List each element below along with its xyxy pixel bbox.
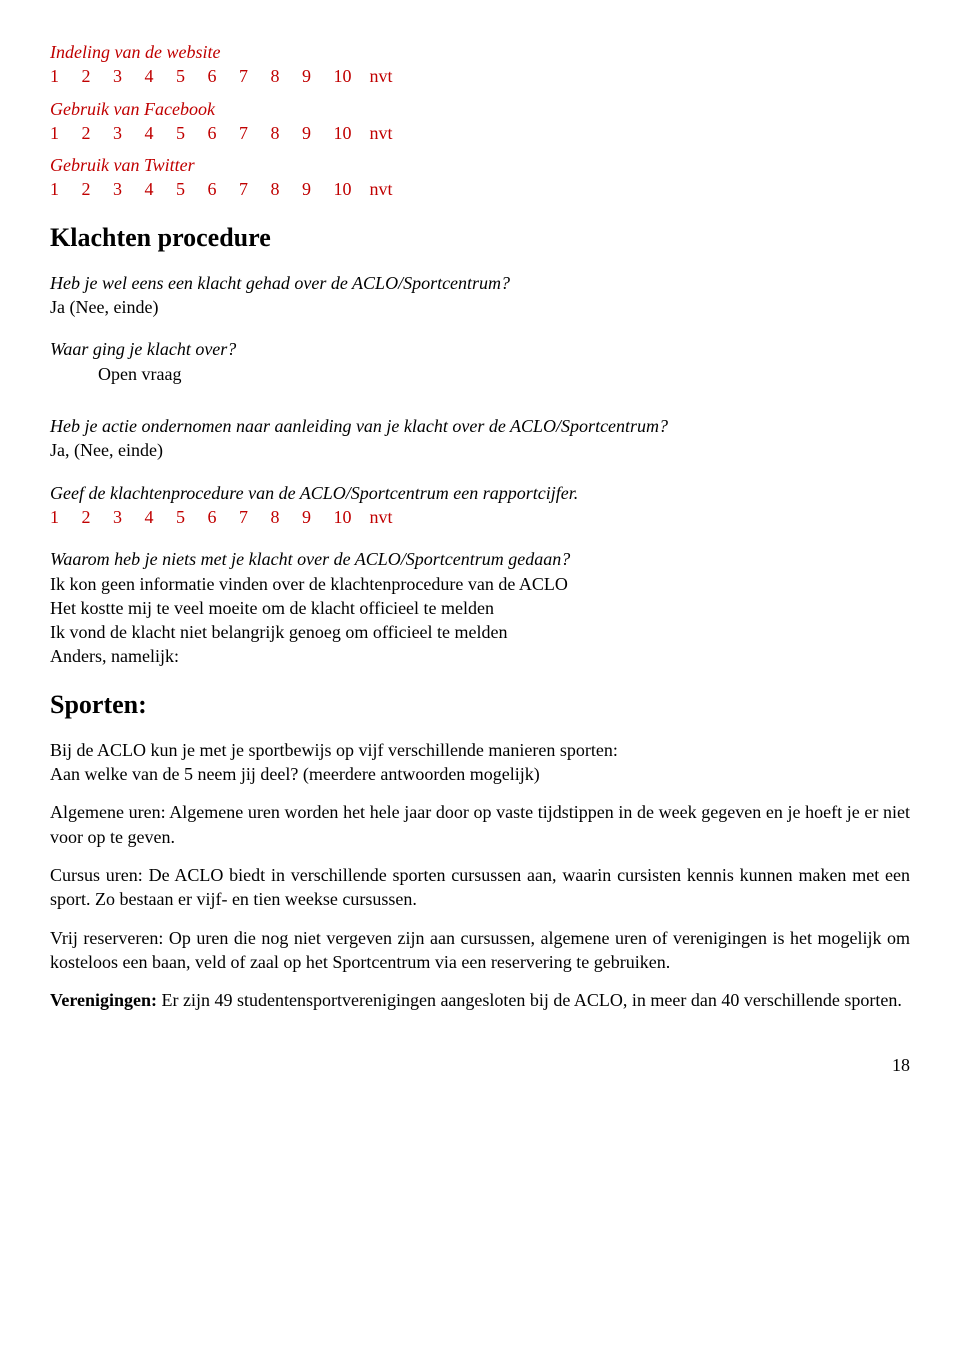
definition-paragraph: Cursus uren: De ACLO biedt in verschille…	[50, 863, 910, 912]
definition-paragraph: Vrij reserveren: Op uren die nog niet ve…	[50, 926, 910, 975]
question-title: Gebruik van Facebook	[50, 97, 910, 121]
intro-text: Aan welke van de 5 neem jij deel? (meerd…	[50, 762, 910, 786]
question-title: Geef de klachtenprocedure van de ACLO/Sp…	[50, 481, 910, 505]
definition-text: Er zijn 49 studentensportverenigingen aa…	[157, 990, 902, 1010]
page-number: 18	[50, 1053, 910, 1077]
rating-scale: 1 2 3 4 5 6 7 8 9 10 nvt	[50, 177, 910, 201]
answer-option: Anders, namelijk:	[50, 644, 910, 668]
answer-option: Het kostte mij te veel moeite om de klac…	[50, 596, 910, 620]
answer-option: Ik vond de klacht niet belangrijk genoeg…	[50, 620, 910, 644]
answer-option: Ik kon geen informatie vinden over de kl…	[50, 572, 910, 596]
intro-text: Bij de ACLO kun je met je sportbewijs op…	[50, 738, 910, 762]
definition-paragraph: Algemene uren: Algemene uren worden het …	[50, 800, 910, 849]
section-heading: Sporten:	[50, 687, 910, 722]
section-heading: Klachten procedure	[50, 220, 910, 255]
question-title: Heb je wel eens een klacht gehad over de…	[50, 271, 910, 295]
question-title: Heb je actie ondernomen naar aanleiding …	[50, 414, 910, 438]
question-title: Gebruik van Twitter	[50, 153, 910, 177]
question-title: Waar ging je klacht over?	[50, 337, 910, 361]
rating-scale: 1 2 3 4 5 6 7 8 9 10 nvt	[50, 505, 910, 529]
definition-paragraph: Verenigingen: Er zijn 49 studentensportv…	[50, 988, 910, 1012]
question-title: Indeling van de website	[50, 40, 910, 64]
rating-scale: 1 2 3 4 5 6 7 8 9 10 nvt	[50, 121, 910, 145]
answer-option: Ja, (Nee, einde)	[50, 438, 910, 462]
rating-scale: 1 2 3 4 5 6 7 8 9 10 nvt	[50, 64, 910, 88]
answer-option: Ja (Nee, einde)	[50, 295, 910, 319]
question-title: Waarom heb je niets met je klacht over d…	[50, 547, 910, 571]
definition-label: Verenigingen:	[50, 990, 157, 1010]
answer-option: Open vraag	[98, 362, 910, 386]
